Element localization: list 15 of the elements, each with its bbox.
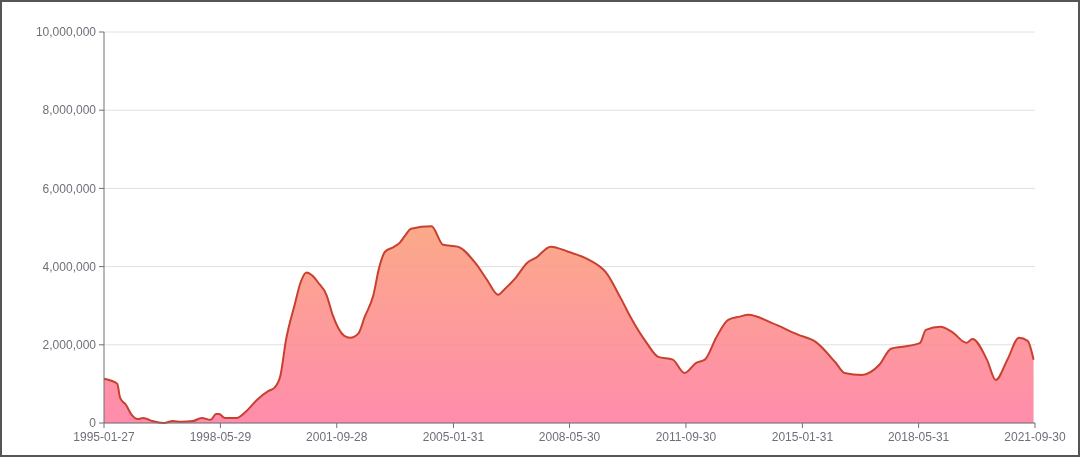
x-tick-label: 1998-05-29 [189,430,252,444]
x-tick-label: 2018-05-31 [887,430,950,444]
y-tick-label: 6,000,000 [42,181,97,196]
y-tick-label: 8,000,000 [42,103,97,118]
y-tick-label: 2,000,000 [42,338,97,352]
x-tick-label: 2001-09-28 [306,430,368,444]
x-tick-label: 2005-01-31 [422,430,485,444]
x-tick-label: 2021-09-30 [1004,430,1067,444]
x-tick-label: 2011-09-30 [655,430,717,444]
y-tick-label: 4,000,000 [42,259,97,274]
x-tick-label: 2015-01-31 [771,430,834,444]
y-tick-label: 10,000,000 [35,25,97,40]
x-tick-label: 1995-01-27 [73,430,136,444]
y-tick-label: 0 [89,416,97,431]
x-tick-label: 2008-05-30 [538,430,601,444]
